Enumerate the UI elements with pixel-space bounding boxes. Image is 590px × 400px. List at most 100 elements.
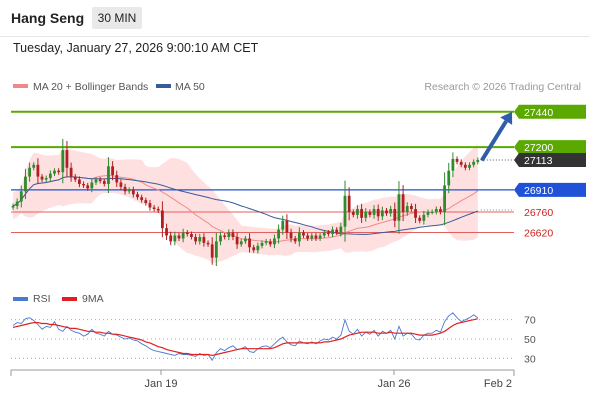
- rsi-tick-30: 30: [524, 353, 536, 365]
- level-tag-27440: [514, 104, 586, 119]
- candle-body: [293, 238, 297, 242]
- rsi-line: [12, 312, 479, 362]
- timeframe-badge[interactable]: 30 MIN: [92, 7, 142, 29]
- candle-body: [285, 220, 289, 233]
- candle-body: [173, 235, 177, 242]
- candle-body: [331, 229, 334, 235]
- level-label-26760: 26760: [524, 207, 553, 219]
- candle-body: [306, 235, 310, 239]
- ma50-line: [12, 176, 478, 235]
- candle-body: [248, 238, 251, 248]
- candle-body: [468, 164, 471, 168]
- candle-body: [214, 241, 218, 258]
- candle-body: [351, 211, 355, 215]
- candle-body: [152, 207, 156, 209]
- candle-body: [463, 164, 467, 168]
- candle-body: [447, 170, 451, 186]
- x-tick-label: Jan 19: [144, 378, 177, 390]
- candle-body: [347, 195, 351, 212]
- candle-body: [231, 232, 235, 237]
- candle-body: [181, 232, 185, 239]
- candle-body: [368, 211, 372, 215]
- candle-body: [131, 189, 135, 195]
- candle-body: [169, 235, 173, 242]
- candle-body: [264, 241, 268, 243]
- candle-body: [455, 158, 459, 162]
- candle-body: [144, 200, 148, 204]
- candle-body: [32, 164, 36, 168]
- candle-body: [15, 201, 19, 207]
- candle-body: [65, 150, 69, 168]
- candle-body: [28, 167, 31, 177]
- rsi-legend-label: RSI: [33, 293, 51, 305]
- candle-body: [198, 236, 202, 242]
- x-tick-label: Jan 26: [377, 378, 410, 390]
- candle-body: [24, 176, 27, 192]
- candle-body: [227, 232, 231, 237]
- candle-body: [472, 161, 476, 165]
- candle-body: [82, 183, 85, 186]
- candle-body: [314, 235, 318, 239]
- candle-body: [356, 208, 359, 215]
- candle-body: [343, 195, 347, 227]
- candle-body: [410, 206, 413, 209]
- candle-body: [127, 189, 131, 192]
- candle-body: [430, 211, 434, 213]
- candle-body: [318, 235, 322, 239]
- candle-body: [148, 203, 152, 208]
- candle-body: [327, 232, 330, 235]
- level-label-26910: 26910: [524, 185, 553, 197]
- candle-body: [98, 179, 102, 182]
- candle-body: [206, 242, 210, 245]
- candle-body: [335, 229, 339, 233]
- candle-body: [235, 236, 239, 245]
- candle-body: [405, 206, 409, 212]
- candle-body: [140, 197, 144, 201]
- candle-body: [380, 210, 384, 217]
- candle-body: [244, 238, 247, 242]
- candle-body: [11, 206, 15, 208]
- candle-body: [210, 244, 214, 258]
- ma50-legend-label: MA 50: [175, 81, 205, 93]
- candle-body: [281, 220, 285, 230]
- candle-body: [414, 208, 417, 218]
- rsi-panel: 70 50 30: [11, 312, 536, 365]
- candle-body: [177, 235, 181, 239]
- level-tag-27113: [514, 152, 586, 167]
- candle-body: [268, 241, 272, 245]
- candle-body: [364, 211, 368, 218]
- candle-body: [53, 170, 56, 174]
- instrument-title: Hang Seng: [11, 10, 85, 26]
- candle-body: [40, 176, 44, 180]
- candle-body: [256, 245, 260, 251]
- candle-body: [44, 178, 48, 180]
- candle-body: [289, 232, 293, 239]
- ma9-legend-swatch: [62, 297, 77, 301]
- candle-body: [202, 236, 206, 243]
- ma9-legend-label: 9MA: [82, 293, 104, 305]
- candle-body: [223, 235, 227, 237]
- candle-body: [57, 170, 61, 173]
- candle-body: [376, 208, 380, 217]
- candle-body: [401, 194, 405, 212]
- candle-body: [434, 208, 438, 212]
- candle-body: [418, 217, 422, 221]
- research-credit: Research © 2026 Trading Central: [424, 81, 581, 93]
- level-label-27200: 27200: [524, 142, 553, 154]
- candle-body: [61, 150, 65, 173]
- level-tag-27200: [514, 140, 586, 155]
- candle-body: [302, 232, 305, 236]
- candle-body: [439, 208, 442, 212]
- candle-body: [426, 211, 430, 215]
- candle-body: [297, 232, 301, 242]
- candle-body: [322, 232, 326, 236]
- rsi-legend-swatch: [13, 297, 28, 301]
- candle-body: [451, 158, 455, 171]
- candle-body: [360, 208, 363, 218]
- candle-body: [260, 242, 264, 246]
- candle-body: [119, 182, 123, 187]
- candle-body: [115, 175, 119, 183]
- x-axis-ticks: Jan 19 Jan 26 Feb 2: [144, 370, 512, 390]
